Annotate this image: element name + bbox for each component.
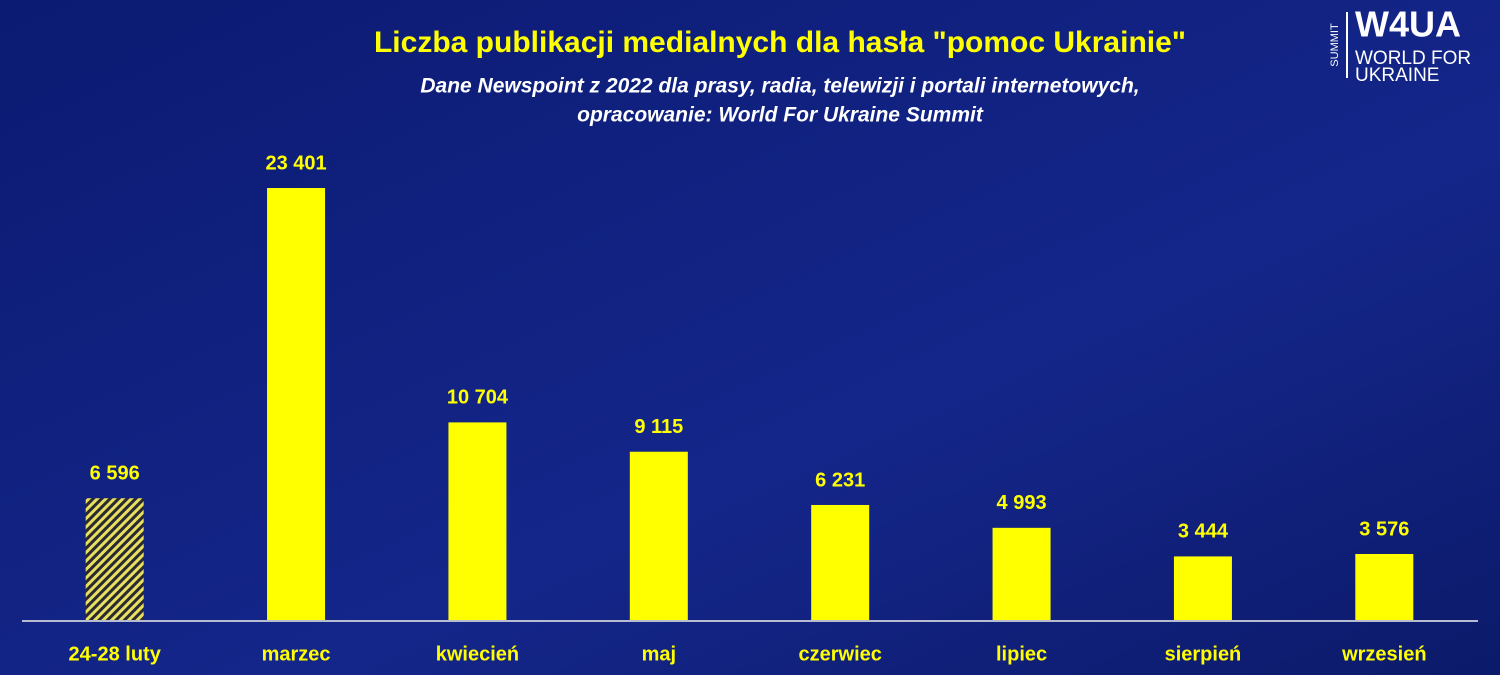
- value-label: 3 444: [1178, 521, 1229, 543]
- value-label: 3 576: [1359, 518, 1409, 540]
- value-label: 9 115: [634, 416, 683, 438]
- chart-subtitle: Dane Newspoint z 2022 dla prasy, radia, …: [420, 75, 1139, 98]
- logo-text: UKRAINE: [1355, 65, 1439, 86]
- logo-side: SUMMIT: [1329, 23, 1341, 67]
- chart-subtitle: opracowanie: World For Ukraine Summit: [577, 104, 984, 127]
- bar: [811, 504, 870, 620]
- chart-title: Liczba publikacji medialnych dla hasła "…: [374, 26, 1186, 59]
- value-label: 4 993: [997, 492, 1047, 514]
- logo-text: WORLD FOR: [1355, 48, 1471, 69]
- value-label: 6 231: [815, 469, 865, 491]
- value-label: 10 704: [447, 387, 509, 409]
- bar: [629, 451, 688, 620]
- x-tick-label: marzec: [262, 643, 331, 665]
- logo: SUMMIT W4UA WORLD FOR UKRAINE: [1329, 4, 1471, 87]
- x-tick-label: kwiecień: [436, 643, 519, 665]
- bar: [1355, 553, 1414, 620]
- value-label: 23 401: [265, 152, 326, 174]
- x-tick-label: lipiec: [996, 643, 1047, 665]
- bar: [1173, 556, 1232, 620]
- value-label: 6 596: [90, 463, 140, 485]
- bar: [267, 188, 326, 620]
- bar: [448, 422, 507, 620]
- x-tick-label: sierpień: [1165, 643, 1242, 665]
- x-tick-label: wrzesień: [1341, 643, 1426, 665]
- bar: [992, 527, 1051, 620]
- x-tick-label: czerwiec: [798, 643, 881, 665]
- bar: [85, 498, 144, 620]
- logo-mark: W4UA: [1355, 4, 1461, 45]
- x-tick-label: maj: [642, 643, 676, 665]
- x-tick-label: 24-28 luty: [69, 643, 162, 665]
